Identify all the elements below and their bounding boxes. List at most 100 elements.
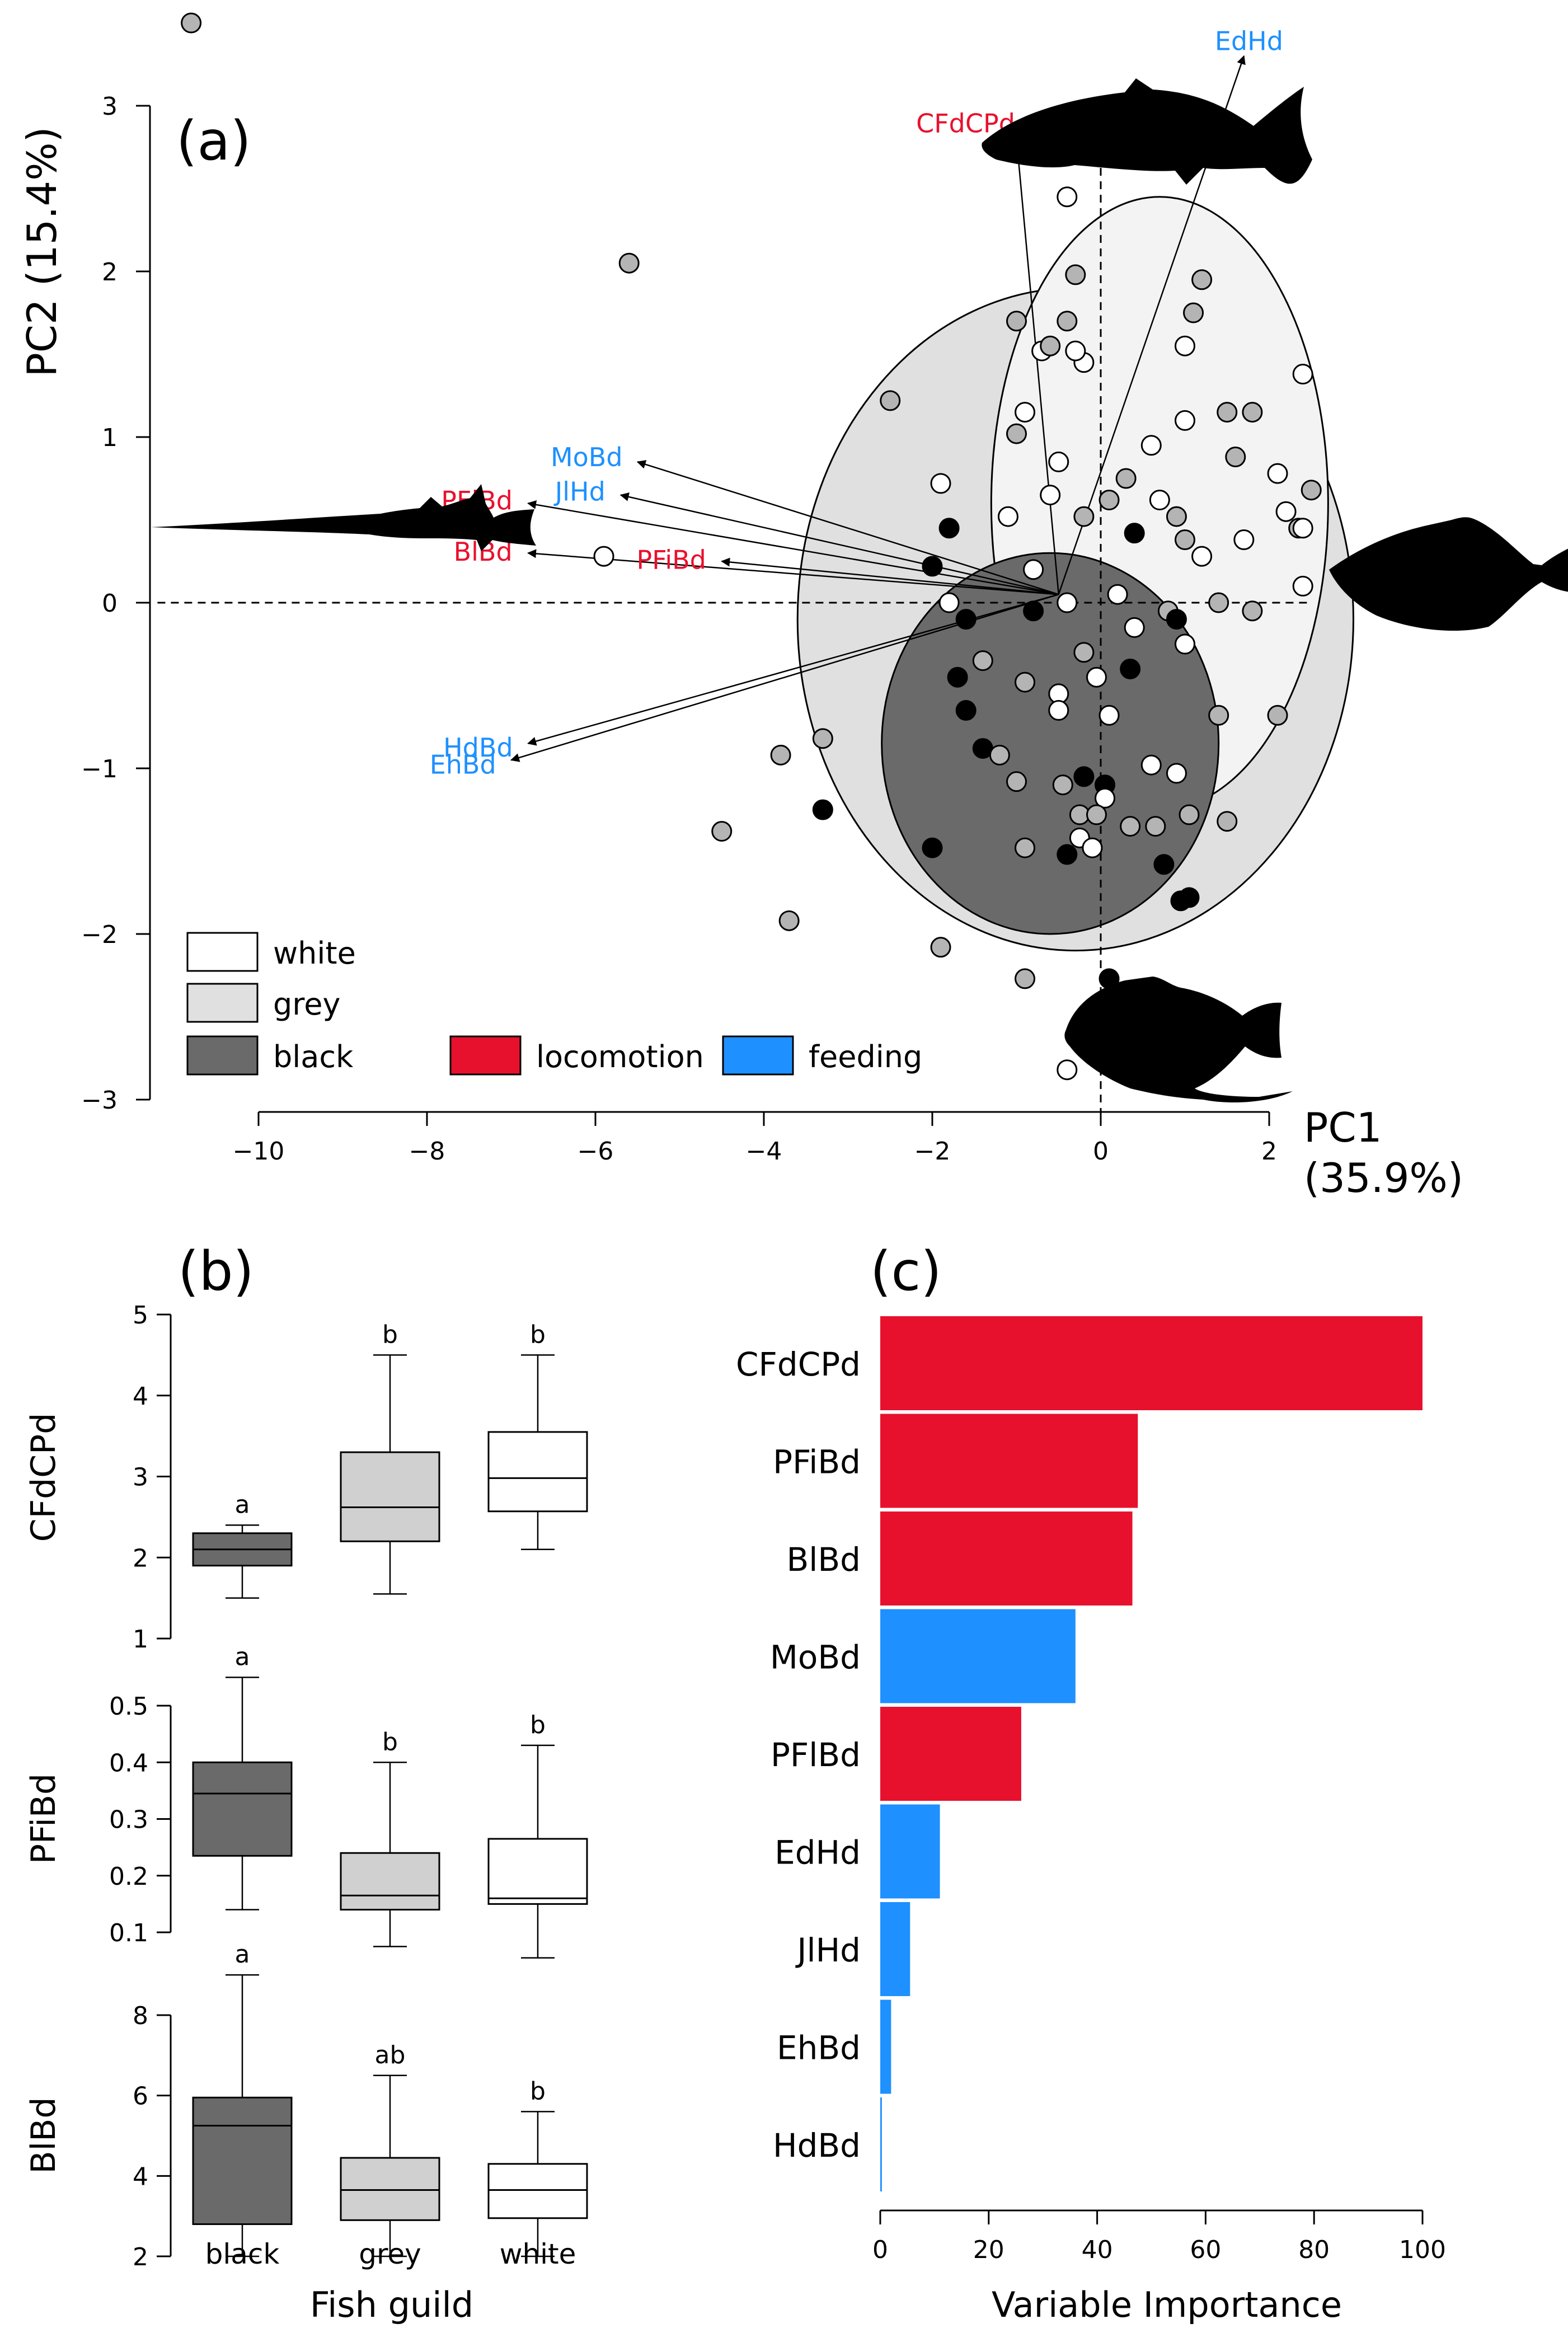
point-black	[922, 837, 943, 858]
point-grey	[1301, 480, 1322, 501]
arrow-blbd	[527, 549, 1059, 595]
point-white	[938, 592, 960, 613]
box-white	[487, 2163, 588, 2219]
arrow-label-hdbd: HdBd	[443, 733, 513, 763]
point-grey	[1057, 311, 1078, 332]
point-white	[1057, 592, 1078, 613]
point-white	[593, 546, 614, 567]
significance-letter: a	[235, 1642, 250, 1671]
significance-letter: a	[235, 1940, 250, 1969]
ellipse-black	[881, 552, 1220, 935]
arrow-label-mobd: MoBd	[551, 442, 623, 472]
y-axis-label: CFdCPd	[24, 1413, 63, 1542]
point-black	[1170, 890, 1191, 912]
point-white	[1166, 763, 1187, 784]
point-black	[1124, 523, 1145, 544]
pca-legend: white grey black locomotion feeding	[186, 932, 922, 1076]
bar-pfibd	[880, 1414, 1138, 1508]
point-grey	[711, 820, 733, 842]
bar-hdbd	[880, 2097, 882, 2191]
bar-label-ehbd: EhBd	[777, 2029, 861, 2067]
bar-label-mobd: MoBd	[770, 1639, 861, 1677]
point-grey	[1191, 269, 1213, 290]
silhouette-elongate-fish-icon	[151, 484, 536, 551]
point-white	[1140, 435, 1162, 456]
point-grey	[989, 744, 1010, 766]
silhouette-silvery-fish-icon	[1329, 517, 1568, 631]
point-black	[1120, 658, 1141, 679]
point-grey	[181, 12, 202, 34]
arrow-pflbd	[527, 500, 1059, 595]
category-label-grey: grey	[359, 2238, 421, 2270]
arrow-label-jlhd: JlHd	[553, 476, 605, 506]
point-black	[922, 556, 943, 577]
point-grey	[1208, 705, 1229, 726]
x-tick-label: 100	[1399, 2236, 1446, 2264]
point-grey	[1179, 804, 1200, 825]
point-white	[1107, 584, 1128, 605]
y-tick-label: 3	[102, 92, 118, 121]
point-grey	[972, 650, 993, 672]
point-white	[1057, 1059, 1078, 1081]
point-grey	[1225, 447, 1246, 468]
point-white	[1267, 463, 1288, 484]
point-grey	[1006, 771, 1027, 792]
legend-swatch-locomotion	[449, 1035, 522, 1076]
point-white	[1098, 705, 1120, 726]
significance-letter: b	[530, 1320, 546, 1349]
point-grey	[618, 252, 640, 274]
x-tick-label: −2	[914, 1137, 951, 1166]
bar-label-jlhd: JlHd	[795, 1931, 861, 1969]
y-tick-label: 2	[133, 1544, 148, 1572]
point-grey	[778, 910, 800, 931]
pca-x-axis-label-variance: (35.9%)	[1304, 1154, 1463, 1201]
y-tick-label: −1	[81, 755, 118, 783]
y-tick-label: −3	[81, 1086, 118, 1115]
point-grey	[1086, 804, 1107, 825]
arrow-cfdcpd	[1012, 138, 1059, 595]
point-white	[1082, 837, 1103, 858]
box-grey	[340, 1451, 440, 1542]
y-tick-label: −2	[81, 921, 118, 949]
point-grey	[930, 937, 951, 958]
bar-label-cfdcpd: CFdCPd	[736, 1345, 861, 1383]
point-black	[812, 799, 833, 820]
point-grey	[1015, 672, 1036, 693]
x-tick-label: 60	[1190, 2236, 1221, 2264]
y-tick-label: 6	[133, 2082, 148, 2111]
legend-label-black: black	[273, 1039, 354, 1074]
point-white	[1124, 617, 1145, 638]
silhouette-deep-bodied-fish-icon	[982, 78, 1312, 185]
point-grey	[1015, 968, 1036, 989]
boxplot-blbd: 2 4 6 8 BlBd a ab b	[24, 1940, 588, 2271]
y-tick-label: 0.3	[109, 1806, 148, 1834]
y-tick-label: 5	[133, 1301, 148, 1330]
box-grey	[340, 1852, 440, 1910]
x-tick-label: −4	[746, 1137, 782, 1166]
point-white	[1175, 633, 1195, 655]
box-grey	[340, 2157, 440, 2221]
importance-x-axis: 0 20 40 60 80 100	[872, 2209, 1446, 2264]
panel-label-a: (a)	[176, 110, 251, 172]
point-white	[997, 506, 1018, 527]
importance-x-axis-label: Variable Importance	[992, 2284, 1342, 2325]
boxplot-category-labels: black grey white	[205, 2238, 576, 2270]
point-white	[1065, 340, 1086, 362]
point-white	[1086, 666, 1107, 688]
point-grey	[812, 728, 833, 749]
y-tick-label: 2	[133, 2243, 148, 2271]
point-white	[1095, 787, 1116, 809]
boxplot-pfibd: 0.1 0.2 0.3 0.4 0.5 PFiBd a b b	[24, 1642, 588, 1959]
point-grey	[1175, 529, 1195, 551]
point-grey	[1120, 816, 1141, 837]
x-tick-label: 2	[1261, 1137, 1277, 1166]
point-black	[955, 700, 977, 721]
point-grey	[1115, 468, 1137, 489]
significance-letter: a	[235, 1490, 250, 1519]
legend-swatch-feeding	[722, 1035, 794, 1076]
point-grey	[1183, 302, 1204, 323]
bar-pflbd	[880, 1707, 1021, 1801]
point-grey	[1242, 402, 1263, 423]
y-tick-label: 0	[102, 589, 118, 618]
